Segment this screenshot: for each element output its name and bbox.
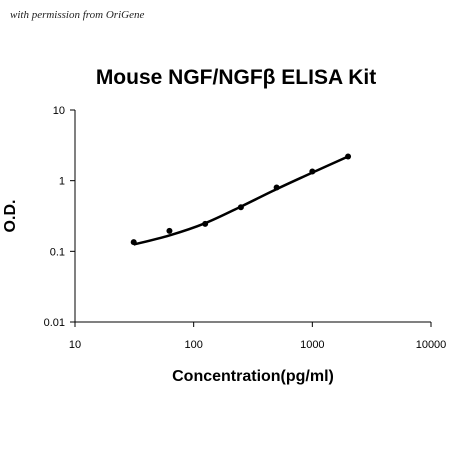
fit-curve [133,155,349,246]
plot-area: 10 100 1000 10000 0.01 0.1 1 10 [44,105,447,351]
data-point [345,153,352,160]
x-tick-label: 1000 [300,339,324,351]
data-points [130,153,352,246]
data-point [166,227,173,234]
y-tick-label: 10 [53,105,65,117]
permission-note: with permission from OriGene [10,9,145,21]
data-point [130,239,137,246]
y-axis-label: O.D. [2,200,19,233]
chart-title: Mouse NGF/NGFβ ELISA Kit [96,66,376,89]
y-tick-label: 0.01 [44,317,65,329]
y-tick-label: 1 [59,176,65,188]
data-point [273,184,280,191]
axis-ticks: 10 100 1000 10000 0.01 0.1 1 10 [44,105,447,351]
x-tick-label: 10 [69,339,81,351]
x-tick-label: 10000 [416,339,447,351]
data-point [309,168,316,175]
data-point [202,220,209,227]
x-axis-label: Concentration(pg/ml) [172,368,334,385]
x-tick-label: 100 [184,339,202,351]
y-tick-label: 0.1 [50,246,65,258]
data-point [237,204,244,211]
